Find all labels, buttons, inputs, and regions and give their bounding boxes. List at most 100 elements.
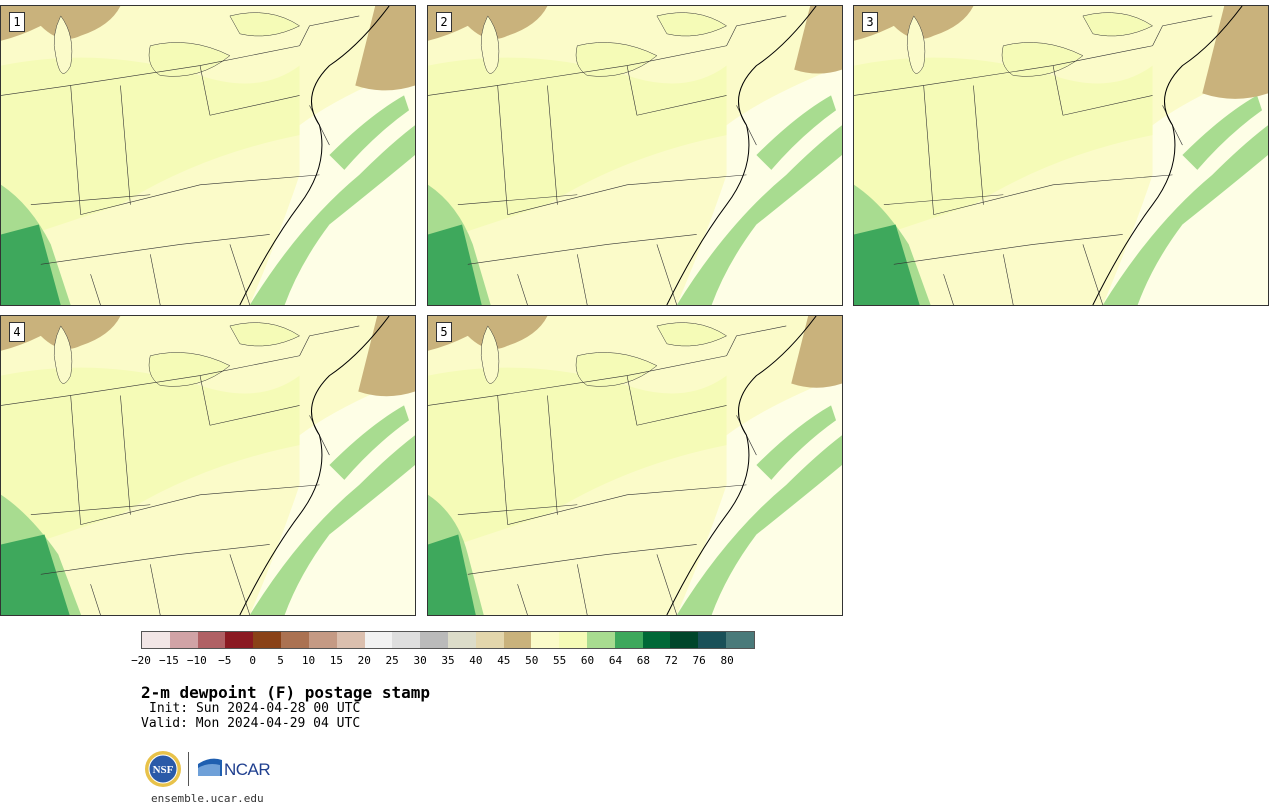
colorbar-cell	[281, 632, 309, 648]
dewpoint-map	[428, 316, 842, 615]
state-boundary	[80, 174, 320, 215]
state-boundary	[199, 375, 211, 426]
colorbar-cell	[642, 632, 671, 648]
colorbar-tick-label: −10	[186, 654, 207, 667]
state-boundary	[507, 484, 747, 525]
lake-erie	[148, 42, 231, 77]
dewpoint-map	[854, 6, 1268, 305]
coastal-green-band	[249, 125, 415, 305]
state-boundary	[576, 564, 588, 615]
state-boundary	[854, 45, 1153, 96]
colorbar-cell	[447, 632, 476, 648]
state-boundary	[467, 544, 697, 575]
ensemble-member-panel-2: 2	[427, 5, 843, 306]
state-boundary	[229, 244, 251, 305]
offshore-green-streak	[1182, 95, 1263, 170]
nsf-logo-icon: NSF	[145, 751, 181, 787]
state-boundary	[30, 194, 151, 205]
colorbar-tick-label: 76	[692, 654, 706, 667]
ensemble-member-panel-5: 5	[427, 315, 843, 616]
colorbar-cell	[726, 632, 754, 648]
lake-erie	[148, 352, 231, 387]
offshore-green-streak	[329, 405, 410, 480]
state-boundary	[70, 395, 81, 525]
ncar-wordmark: NCAR	[224, 760, 271, 779]
northeast-dry-region	[791, 316, 842, 388]
colorbar-tick-label: −20	[131, 654, 151, 667]
lake-michigan	[53, 325, 73, 384]
colorbar-cell	[420, 632, 448, 648]
state-boundary	[933, 174, 1173, 215]
lake-ontario	[656, 322, 728, 347]
state-boundary	[90, 584, 101, 615]
state-boundary	[636, 95, 727, 116]
offshore-green-streak	[329, 95, 410, 170]
colorbar-cell	[670, 632, 699, 648]
state-boundary	[209, 95, 300, 116]
dewpoint-map	[428, 6, 842, 305]
state-boundary	[883, 194, 1004, 205]
coastal-green-band	[249, 435, 415, 615]
colorbar-tick-label: 72	[664, 654, 678, 667]
colorbar-cell	[308, 632, 337, 648]
lake-erie	[1001, 42, 1084, 77]
state-boundary	[547, 395, 558, 515]
state-boundary	[517, 584, 528, 615]
lake-ontario	[1082, 12, 1154, 37]
state-boundary	[1152, 15, 1213, 46]
state-boundary	[30, 504, 151, 515]
colorbar-cell	[197, 632, 226, 648]
state-boundary	[576, 254, 588, 305]
panel-number-label: 4	[9, 322, 25, 342]
colorbar-tick-label: 5	[277, 654, 284, 667]
lake-ontario	[229, 322, 301, 347]
state-boundary	[1062, 95, 1153, 116]
moist-band	[428, 57, 727, 245]
coastline	[666, 6, 817, 305]
state-boundary	[299, 325, 360, 356]
state-boundary	[80, 484, 320, 525]
state-boundary	[943, 274, 954, 305]
dewpoint-map	[1, 6, 415, 305]
ensemble-member-panel-1: 1	[0, 5, 416, 306]
lake-michigan	[480, 325, 500, 384]
lake-michigan	[53, 15, 73, 74]
ncar-logo-icon	[198, 758, 222, 776]
state-boundary	[428, 45, 727, 96]
panel-number-label: 1	[9, 12, 25, 32]
state-boundary	[636, 405, 727, 426]
colorbar-cell	[364, 632, 393, 648]
southwest-humid-region	[1, 224, 61, 305]
colorbar-cell	[253, 632, 282, 648]
state-boundary	[656, 554, 678, 615]
colorbar-tick-label: 15	[329, 654, 343, 667]
colorbar-cell	[392, 632, 421, 648]
lake-michigan	[480, 15, 500, 74]
logo-divider	[188, 752, 189, 786]
state-boundary	[457, 194, 578, 205]
colorbar-cell	[587, 632, 615, 648]
southwest-humid-region	[428, 224, 482, 305]
colorbar-tick-label: 50	[525, 654, 539, 667]
state-boundary	[229, 554, 251, 615]
coastal-green-band	[676, 435, 842, 615]
state-boundary	[40, 234, 270, 265]
state-boundary	[149, 564, 161, 615]
offshore-green-streak	[756, 405, 837, 480]
state-boundary	[726, 15, 787, 46]
state-boundary	[893, 234, 1123, 265]
southwest-humid-region	[1, 534, 70, 615]
colorbar-cell	[225, 632, 254, 648]
colorbar-tick-label: 0	[249, 654, 256, 667]
state-boundary	[626, 375, 638, 426]
northeast-dry-region	[355, 6, 415, 91]
state-boundary	[120, 395, 131, 515]
colorbar-tick-label: 30	[413, 654, 427, 667]
state-boundary	[120, 85, 131, 205]
panel-number-label: 3	[862, 12, 878, 32]
state-boundary	[1052, 65, 1064, 116]
dewpoint-map	[1, 316, 415, 615]
colorbar-tick-label: 68	[636, 654, 650, 667]
colorbar-tick-label: 20	[357, 654, 371, 667]
state-boundary	[428, 355, 727, 406]
